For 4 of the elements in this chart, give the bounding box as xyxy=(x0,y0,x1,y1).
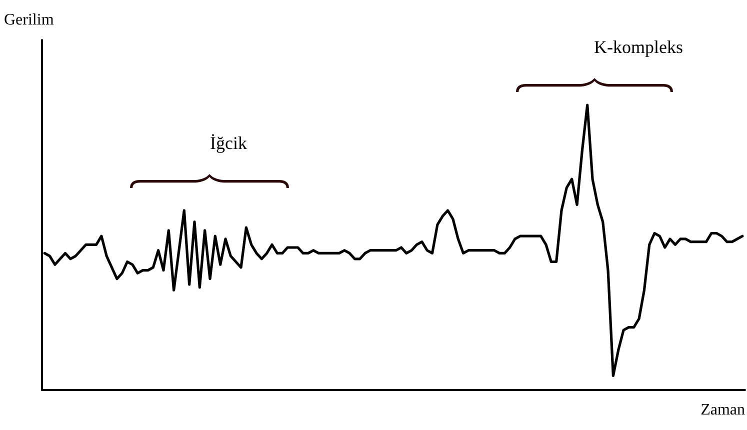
x-axis-title: Zaman xyxy=(700,402,745,418)
y-axis-title: Gerilim xyxy=(4,12,54,28)
text: K-kompleks xyxy=(594,37,683,57)
annotation: İğcik xyxy=(210,133,247,153)
